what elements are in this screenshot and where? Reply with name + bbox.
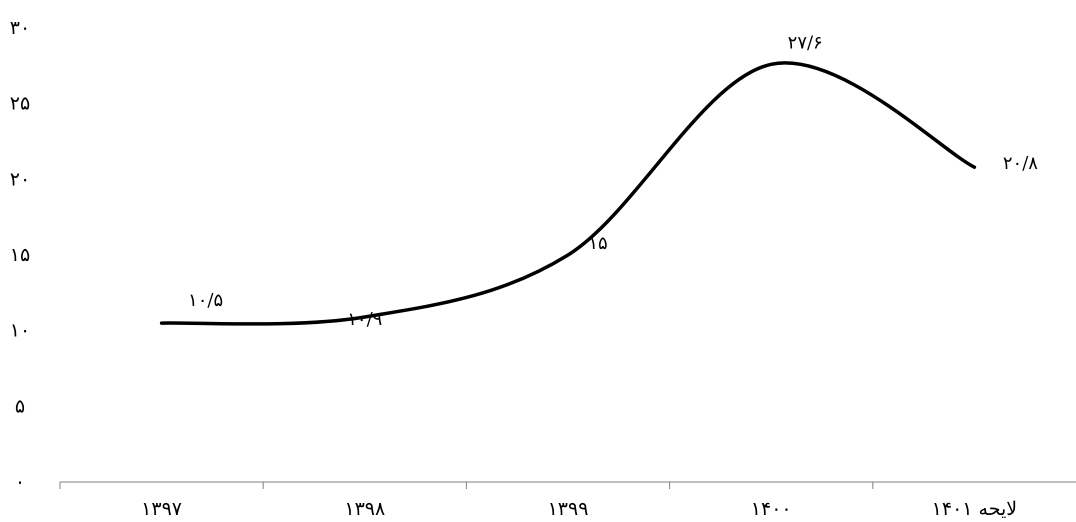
y-tick-label: ۲۵ [10, 93, 30, 115]
data-label: ۱۰/۹ [347, 309, 382, 330]
x-tick-label: ۱۳۹۹ [548, 498, 589, 520]
y-tick-label: ۱۰ [10, 320, 30, 342]
data-label: ۱۰/۵ [188, 290, 223, 311]
y-tick-label: ۰ [15, 471, 25, 493]
x-axis: ۱۳۹۷ ۱۳۹۸ ۱۳۹۹ ۱۴۰۰ لایحه ۱۴۰۱ [59, 481, 1076, 520]
x-tick-label: ۱۳۹۸ [344, 498, 385, 520]
y-tick-label: ۳۰ [10, 17, 30, 39]
x-tick-label: ۱۴۰۰ [751, 498, 792, 520]
data-label: ۱۵ [588, 233, 607, 254]
x-tick-label: لایحه ۱۴۰۱ [932, 498, 1017, 520]
x-tick-label: ۱۳۹۷ [141, 498, 182, 520]
data-label: ۲۷/۶ [788, 32, 823, 53]
y-tick-label: ۵ [15, 395, 25, 417]
series-group [159, 61, 977, 326]
data-label: ۲۰/۸ [1003, 153, 1038, 174]
y-tick-label: ۱۵ [10, 244, 30, 266]
data-labels: ۱۰/۵ ۱۰/۹ ۱۵ ۲۷/۶ ۲۰/۸ [188, 32, 1038, 330]
series-line [159, 61, 977, 326]
y-tick-label: ۲۰ [10, 168, 30, 190]
y-axis: ۰ ۵ ۱۰ ۱۵ ۲۰ ۲۵ ۳۰ [10, 17, 30, 493]
